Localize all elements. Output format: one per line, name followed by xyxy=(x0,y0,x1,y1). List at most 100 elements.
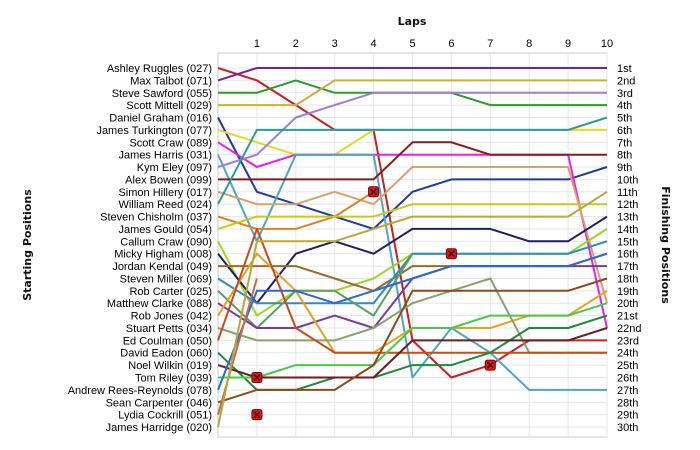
finishing-positions-list: 1st2nd3rd4th5th6th7th8th9th10th11th12th1… xyxy=(617,63,641,434)
starting-position-label: David Eadon (060) xyxy=(120,348,212,360)
series-line xyxy=(217,116,608,205)
lap-tick-label: 3 xyxy=(332,38,338,50)
starting-position-label: Kym Eley (097) xyxy=(137,162,212,174)
series-line xyxy=(217,203,607,230)
finishing-position-label: 27th xyxy=(617,385,638,397)
finishing-position-label: 24th xyxy=(617,348,638,360)
starting-position-label: James Gould (054) xyxy=(118,224,212,236)
lap-tick-label: 8 xyxy=(526,38,532,50)
starting-position-label: Jordan Kendal (049) xyxy=(112,261,212,273)
series-line xyxy=(217,327,608,379)
series-line xyxy=(217,166,608,304)
lap-axis: 1 2 3 4 5 6 7 8 9 10 xyxy=(254,38,613,50)
series-line xyxy=(218,302,608,379)
lap-tick-label: 2 xyxy=(293,38,299,50)
finishing-position-label: 22nd xyxy=(617,323,641,335)
retirement-marker xyxy=(484,359,496,371)
starting-position-label: William Reed (024) xyxy=(118,199,212,211)
series-line xyxy=(217,117,608,230)
starting-position-label: Simon Hillery (017) xyxy=(118,187,212,199)
starting-position-label: James Harridge (020) xyxy=(106,422,212,434)
finishing-position-label: 10th xyxy=(617,174,638,186)
series-line xyxy=(217,253,414,329)
finishing-position-label: 20th xyxy=(617,298,638,310)
series-line xyxy=(217,153,607,391)
finishing-position-label: 3rd xyxy=(617,88,633,100)
lap-tick-label: 5 xyxy=(409,38,415,50)
retirement-marker xyxy=(445,248,457,260)
starting-position-label: Ed Coulman (050) xyxy=(123,335,212,347)
starting-position-label: Rob Carter (025) xyxy=(129,286,212,298)
series-line xyxy=(217,227,607,354)
finishing-position-label: 26th xyxy=(617,373,638,385)
finishing-position-label: 12th xyxy=(617,199,638,211)
finishing-position-label: 1st xyxy=(617,63,632,75)
finishing-position-label: 8th xyxy=(617,150,632,162)
finishing-position-label: 15th xyxy=(617,236,638,248)
starting-position-label: James Turkington (077) xyxy=(96,125,212,137)
finishing-position-label: 2nd xyxy=(617,75,635,87)
y-axis-title-left: Starting Positions xyxy=(21,189,34,301)
starting-positions-list: Ashley Ruggles (027)Max Talbot (071)Stev… xyxy=(68,63,212,434)
lap-tick-label: 10 xyxy=(601,38,613,50)
y-axis-title-right: Finishing Positions xyxy=(659,186,672,304)
lap-tick-label: 9 xyxy=(565,38,571,50)
finishing-position-label: 17th xyxy=(617,261,638,273)
lap-tick-label: 6 xyxy=(448,38,454,50)
finishing-position-label: 18th xyxy=(617,273,638,285)
retirement-marker xyxy=(368,186,380,198)
finishing-position-label: 30th xyxy=(617,422,638,434)
starting-position-label: Andrew Rees-Reynolds (078) xyxy=(68,385,212,397)
finishing-position-label: 25th xyxy=(617,360,638,372)
retirement-markers xyxy=(251,186,496,421)
finishing-position-label: 16th xyxy=(617,249,638,261)
series-line xyxy=(217,67,607,82)
series-line xyxy=(218,79,607,107)
finishing-position-label: 28th xyxy=(617,397,638,409)
finishing-position-label: 29th xyxy=(617,410,638,422)
finishing-position-label: 9th xyxy=(617,162,632,174)
starting-position-label: Noel Wilkin (019) xyxy=(128,360,212,372)
starting-position-label: Steven Chisholm (037) xyxy=(100,212,212,224)
finishing-position-label: 23rd xyxy=(617,335,639,347)
series-line xyxy=(218,141,607,181)
starting-position-label: James Harris (031) xyxy=(118,150,212,162)
starting-position-label: Alex Bowen (099) xyxy=(125,174,212,186)
lap-tick-label: 1 xyxy=(254,38,260,50)
finishing-position-label: 13th xyxy=(617,212,638,224)
starting-position-label: Ashley Ruggles (027) xyxy=(107,63,212,75)
series-lines xyxy=(217,67,608,428)
starting-position-label: Callum Craw (090) xyxy=(120,236,212,248)
x-axis-title: Laps xyxy=(398,15,427,28)
finishing-position-label: 6th xyxy=(617,125,632,137)
series-line xyxy=(217,252,608,391)
lap-tick-label: 4 xyxy=(371,38,377,50)
series-line xyxy=(217,277,608,404)
retirement-marker xyxy=(251,372,263,383)
finishing-position-label: 21st xyxy=(617,311,638,323)
starting-position-label: Steve Sawford (055) xyxy=(112,88,212,100)
finishing-position-label: 19th xyxy=(617,286,638,298)
series-line xyxy=(217,215,608,305)
starting-position-label: Micky Higham (008) xyxy=(114,249,212,261)
starting-position-label: Sean Carpenter (046) xyxy=(106,397,212,409)
starting-position-label: Stuart Petts (034) xyxy=(126,323,212,335)
finishing-position-label: 7th xyxy=(617,137,632,149)
starting-position-label: Steven Miller (069) xyxy=(120,273,212,285)
starting-position-label: Rob Jones (042) xyxy=(131,311,212,323)
lap-tick-label: 7 xyxy=(487,38,493,50)
starting-position-label: Daniel Graham (016) xyxy=(109,113,212,125)
finishing-position-label: 5th xyxy=(617,113,632,125)
finishing-position-label: 11th xyxy=(617,187,638,199)
starting-position-label: Matthew Clarke (088) xyxy=(107,298,212,310)
starting-position-label: Lydia Cockrill (051) xyxy=(118,410,212,422)
series-line xyxy=(217,190,608,428)
starting-position-label: Scott Mittell (029) xyxy=(126,100,212,112)
starting-position-label: Tom Riley (039) xyxy=(135,373,212,385)
starting-position-label: Scott Craw (089) xyxy=(129,137,212,149)
series-line xyxy=(217,190,375,230)
finishing-position-label: 14th xyxy=(617,224,638,236)
finishing-position-label: 4th xyxy=(617,100,632,112)
starting-position-label: Max Talbot (071) xyxy=(130,75,212,87)
